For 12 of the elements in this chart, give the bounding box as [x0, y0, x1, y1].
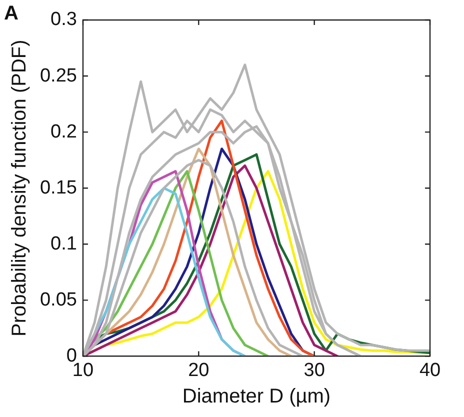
y-tick-label: 0.2: [50, 121, 77, 142]
y-axis-title: Probability density function (PDF): [8, 40, 31, 336]
text: A: [4, 2, 18, 25]
y-tick-label: 0.25: [40, 65, 77, 86]
x-tick-label: 40: [419, 360, 441, 381]
x-tick-label: 30: [304, 360, 325, 381]
y-tick-label: 0.15: [40, 177, 77, 198]
y-tick-label: 0.3: [50, 9, 77, 30]
y-tick-label: 0.05: [40, 289, 77, 310]
x-tick-label: 20: [188, 360, 210, 381]
y-tick-label: 0.1: [50, 233, 77, 254]
x-axis-title: Diameter D (µm): [182, 386, 331, 408]
